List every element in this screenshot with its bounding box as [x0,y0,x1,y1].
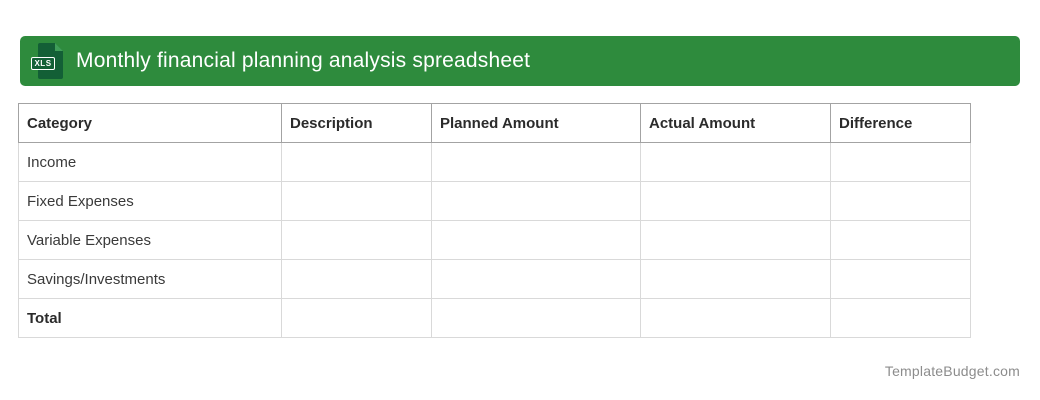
table-row-savings-investments: Savings/Investments [18,259,971,299]
spreadsheet-preview-table: Category Description Planned Amount Actu… [18,103,971,338]
row-label-savings-investments: Savings/Investments [18,259,282,299]
cell-fixed-expenses-planned [431,181,641,221]
cell-income-difference [830,142,971,182]
table-row-variable-expenses: Variable Expenses [18,220,971,260]
header-row: Category Description Planned Amount Actu… [18,103,971,143]
xls-file-icon-badge: XLS [31,57,55,70]
column-header-planned-amount: Planned Amount [431,103,641,143]
cell-savings-investments-description [281,259,432,299]
xls-file-icon: XLS [31,42,65,80]
template-header-banner: XLS Monthly financial planning analysis … [20,36,1020,86]
cell-variable-expenses-description [281,220,432,260]
cell-savings-investments-difference [830,259,971,299]
row-label-income: Income [18,142,282,182]
xls-file-icon-fold [55,43,63,51]
cell-fixed-expenses-difference [830,181,971,221]
cell-total-planned [431,298,641,338]
column-header-difference: Difference [830,103,971,143]
column-header-description: Description [281,103,432,143]
cell-savings-investments-planned [431,259,641,299]
cell-variable-expenses-actual [640,220,831,260]
cell-variable-expenses-difference [830,220,971,260]
cell-total-actual [640,298,831,338]
cell-fixed-expenses-description [281,181,432,221]
cell-total-difference [830,298,971,338]
cell-income-actual [640,142,831,182]
table-row-income: Income [18,142,971,182]
cell-income-planned [431,142,641,182]
row-label-total: Total [18,298,282,338]
cell-savings-investments-actual [640,259,831,299]
row-label-variable-expenses: Variable Expenses [18,220,282,260]
row-label-fixed-expenses: Fixed Expenses [18,181,282,221]
cell-total-description [281,298,432,338]
table-row-total: Total [18,298,971,338]
cell-variable-expenses-planned [431,220,641,260]
cell-fixed-expenses-actual [640,181,831,221]
template-title: Monthly financial planning analysis spre… [76,49,531,72]
site-watermark: TemplateBudget.com [884,363,1020,379]
column-header-actual-amount: Actual Amount [640,103,831,143]
table-row-fixed-expenses: Fixed Expenses [18,181,971,221]
cell-income-description [281,142,432,182]
column-header-category: Category [18,103,282,143]
